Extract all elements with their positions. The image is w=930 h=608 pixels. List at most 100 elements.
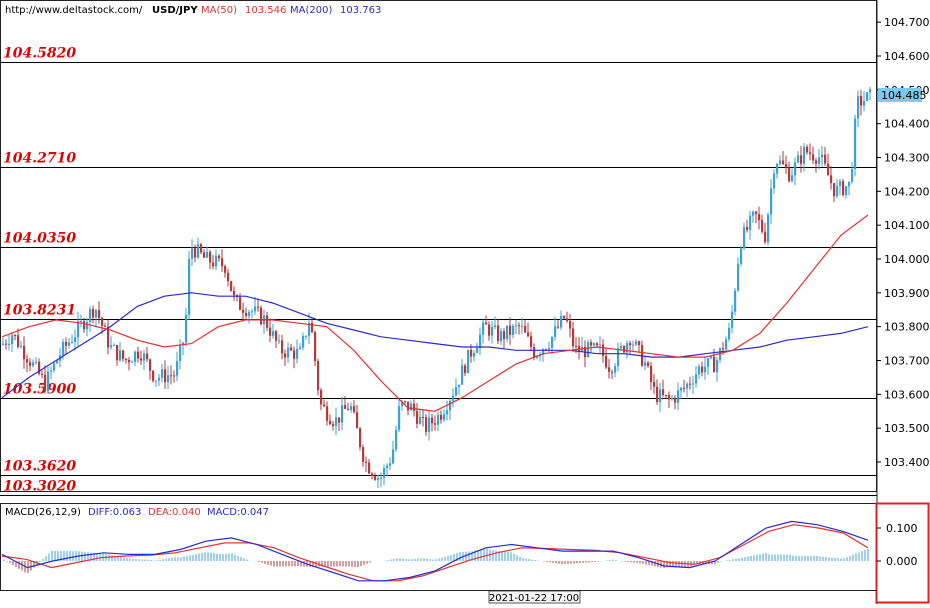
current-price-tag (878, 87, 922, 102)
candle-body (428, 417, 431, 432)
candle-body (272, 331, 275, 336)
candle-body (680, 387, 683, 391)
candle-body (455, 387, 458, 396)
candle-body (542, 349, 545, 355)
candle-body (35, 361, 38, 363)
candle-body (377, 478, 380, 480)
candle-body (815, 160, 818, 164)
candle-body (674, 398, 677, 403)
candle-body (158, 377, 161, 381)
candle-body (416, 411, 419, 424)
level-label-2: 104.0350 (3, 231, 76, 247)
candle-body (275, 331, 278, 341)
candle-body (17, 335, 20, 347)
candle-body (686, 383, 689, 389)
candle-body (794, 162, 797, 176)
candle-body (536, 356, 539, 358)
candle-body (749, 215, 752, 230)
candle-body (716, 359, 719, 373)
macd-title: MACD(26,12,9) (5, 507, 81, 518)
candle-body (221, 258, 224, 267)
candle-body (665, 394, 668, 396)
candle-body (251, 311, 254, 313)
candle-body (407, 401, 410, 411)
macd-tick-0: 0.100 (886, 522, 918, 535)
candle-body (650, 365, 653, 382)
candle-body (767, 214, 770, 243)
candle-body (203, 252, 206, 258)
candle-body (380, 477, 383, 479)
candle-body (413, 403, 416, 412)
candle-body (233, 290, 236, 296)
price-tick-11: 103.600 (884, 388, 930, 401)
candle-body (104, 325, 107, 327)
candle-body (128, 360, 131, 363)
candle-body (737, 263, 740, 291)
candle-body (683, 387, 686, 389)
candle-body (644, 362, 647, 366)
candle-body (569, 320, 572, 329)
candle-body (188, 258, 191, 315)
candle-body (599, 344, 602, 346)
candle-body (332, 424, 335, 427)
candle-body (770, 188, 773, 215)
candle-body (320, 390, 323, 405)
candle-body (704, 366, 707, 373)
candlesticks (2, 86, 872, 489)
candle-body (755, 211, 758, 215)
candle-body (491, 327, 494, 336)
candle-body (311, 322, 314, 333)
candle-body (746, 227, 749, 230)
candle-body (860, 95, 863, 106)
candle-body (404, 401, 407, 403)
candle-body (437, 414, 440, 425)
candle-body (530, 336, 533, 348)
candle-body (425, 417, 428, 432)
candle-body (368, 462, 371, 474)
ma200-value: 103.763 (340, 5, 381, 16)
candle-body (161, 369, 164, 378)
candle-body (677, 390, 680, 403)
candle-body (269, 327, 272, 336)
candle-body (845, 186, 848, 195)
candle-body (356, 412, 359, 429)
candle-body (347, 408, 350, 410)
candle-body (296, 348, 299, 359)
ma50-value: 103.546 (245, 5, 286, 16)
candle-body (449, 400, 452, 411)
level-label-6: 103.3020 (3, 479, 76, 495)
candle-body (140, 358, 143, 361)
level-label-1: 104.2710 (3, 151, 76, 167)
candle-body (119, 350, 122, 361)
candle-body (839, 181, 842, 186)
price-tick-4: 104.300 (884, 152, 930, 165)
candle-body (62, 341, 65, 356)
candle-body (260, 307, 263, 325)
candle-body (230, 281, 233, 291)
candle-body (23, 345, 26, 360)
candle-body (41, 373, 44, 375)
candle-body (776, 163, 779, 174)
candle-body (605, 355, 608, 368)
candle-body (314, 332, 317, 362)
candle-body (695, 374, 698, 384)
candle-body (5, 343, 8, 345)
candle-body (557, 326, 560, 328)
level-label-4: 103.5900 (3, 382, 76, 398)
candle-body (533, 347, 536, 358)
candle-body (152, 370, 155, 381)
candle-body (197, 244, 200, 258)
candle-body (653, 381, 656, 387)
candle-body (431, 417, 434, 424)
candle-body (248, 311, 251, 316)
candle-body (80, 321, 83, 323)
candle-body (524, 326, 527, 333)
candle-body (38, 361, 41, 374)
candle-body (713, 356, 716, 373)
candle-body (392, 449, 395, 464)
candle-body (725, 339, 728, 350)
candle-body (821, 154, 824, 158)
candle-body (167, 375, 170, 383)
candle-body (494, 325, 497, 328)
candle-body (92, 309, 95, 318)
